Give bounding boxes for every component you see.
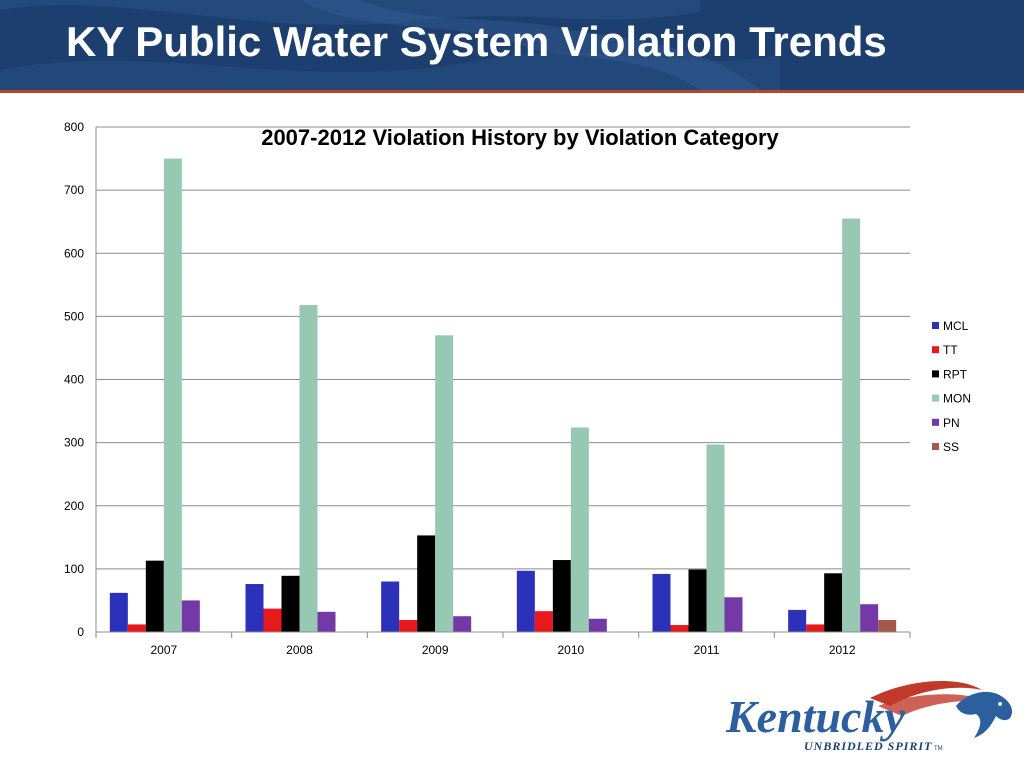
bar-pn-2008 (317, 611, 336, 632)
bar-mcl-2008 (245, 584, 264, 632)
logo-wordmark: Kentucky (725, 691, 905, 742)
bar-tt-2010 (534, 611, 553, 632)
kentucky-logo: Kentucky UNBRIDLED SPIRIT TM (725, 680, 1012, 753)
bar-pn-2012 (860, 604, 879, 632)
logo-trademark: TM (934, 746, 943, 752)
bar-mon-2007 (163, 158, 182, 632)
header-swirl-decoration (0, 0, 780, 90)
bar-rpt-2008 (281, 575, 300, 632)
bar-tt-2012 (806, 624, 825, 632)
bar-tt-2011 (670, 625, 689, 632)
logo-tagline: UNBRIDLED SPIRIT (804, 739, 932, 753)
bar-chart: 0 100 200 300 400 500 600 700 800 2007 2008 2009 201… (64, 120, 971, 657)
bar-mcl-2009 (381, 581, 400, 632)
y-tick-label: 300 (64, 436, 84, 450)
bar-rpt-2012 (824, 573, 843, 632)
legend-label-pn: PN (943, 416, 960, 430)
horse-head-icon (956, 691, 1012, 738)
bar-tt-2009 (399, 620, 418, 632)
bar-rpt-2010 (552, 560, 571, 632)
bar-mon-2012 (842, 218, 861, 632)
x-tick-label: 2009 (422, 643, 449, 657)
y-tick-label: 600 (64, 246, 84, 260)
bar-mon-2008 (299, 305, 318, 632)
bar-rpt-2011 (688, 569, 707, 632)
header-divider (0, 90, 1024, 93)
x-tick-label: 2007 (150, 643, 177, 657)
bar-tt-2008 (263, 608, 282, 632)
slide-title: KY Public Water System Violation Trends (66, 18, 887, 65)
x-tick-label: 2008 (286, 643, 313, 657)
slide-header: KY Public Water System Violation Trends (0, 0, 1024, 90)
y-tick-label: 0 (77, 625, 84, 639)
legend-swatch-mon (932, 394, 939, 402)
legend-label-tt: TT (943, 343, 958, 357)
legend-swatch-mcl (932, 322, 939, 329)
y-tick-label: 800 (64, 120, 84, 134)
x-tick-label: 2012 (829, 643, 856, 657)
legend-label-ss: SS (943, 440, 959, 454)
legend-label-mcl: MCL (943, 319, 969, 333)
bar-mon-2011 (706, 444, 725, 632)
logo-red-swoosh (870, 680, 982, 706)
x-tick-label: 2011 (694, 643, 720, 657)
bar-mcl-2007 (109, 592, 128, 632)
y-tick-label: 400 (64, 373, 84, 387)
bar-ss-2012 (878, 620, 897, 632)
bar-mcl-2012 (788, 609, 807, 632)
y-tick-label: 700 (64, 183, 84, 197)
bar-pn-2009 (453, 616, 472, 632)
bar-pn-2011 (724, 597, 743, 632)
x-tick-label: 2010 (557, 643, 584, 657)
bar-tt-2007 (127, 624, 146, 632)
chart-title: 2007-2012 Violation History by Violation… (261, 125, 779, 150)
bar-mcl-2011 (652, 573, 671, 632)
bar-pn-2010 (588, 618, 607, 632)
bar-mon-2009 (435, 335, 454, 632)
bar-rpt-2009 (417, 535, 436, 632)
legend-swatch-tt (932, 346, 939, 354)
bar-mcl-2010 (516, 570, 535, 632)
legend-label-mon: MON (943, 392, 971, 406)
y-tick-label: 100 (64, 562, 84, 576)
legend-swatch-ss (932, 443, 939, 450)
logo-red-swoosh-2 (878, 694, 990, 716)
legend-label-rpt: RPT (943, 367, 968, 381)
y-tick-label: 500 (64, 309, 84, 323)
bar-pn-2007 (181, 600, 200, 632)
legend-swatch-pn (932, 418, 939, 426)
y-tick-label: 200 (64, 499, 84, 513)
legend-swatch-rpt (932, 370, 939, 378)
bar-rpt-2007 (145, 560, 164, 632)
bar-mon-2010 (570, 427, 589, 632)
